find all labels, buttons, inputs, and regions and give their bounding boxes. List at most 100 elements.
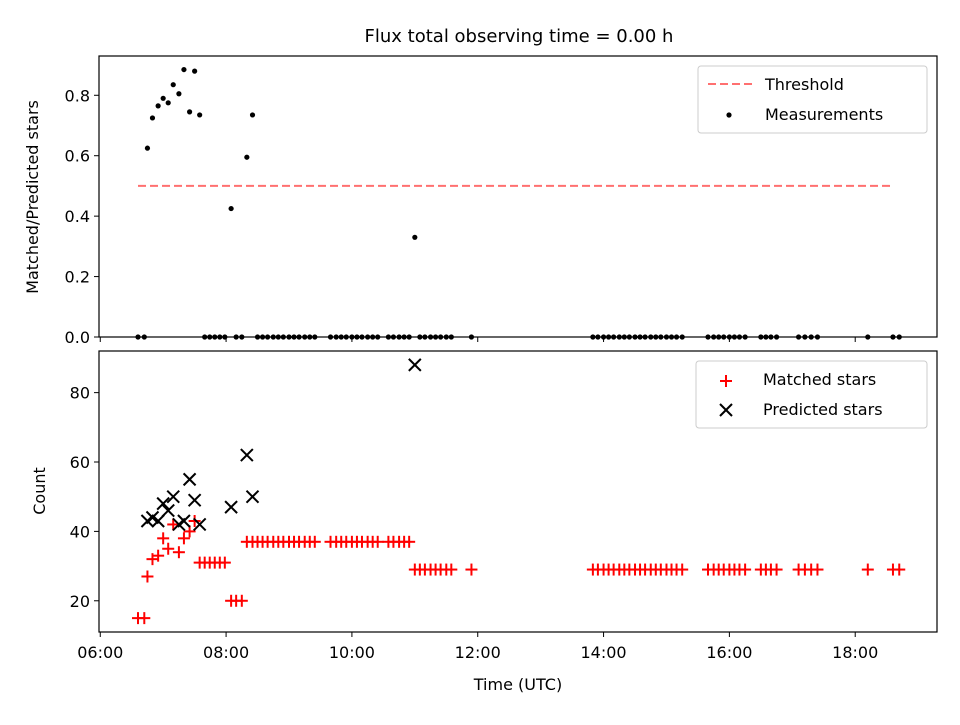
matched-point: [138, 612, 151, 625]
measurement-point: [605, 334, 612, 340]
predicted-point: [156, 496, 170, 511]
time-x-axis-label: Time (UTC): [473, 675, 562, 694]
measurement-point: [222, 334, 228, 340]
measurement-point: [896, 334, 902, 340]
measurement-point: [814, 334, 821, 340]
measurement-point: [448, 334, 454, 340]
measurement-point: [432, 334, 439, 340]
measurement-point: [338, 334, 344, 340]
predicted-point: [240, 448, 254, 462]
measurement-point: [412, 234, 418, 240]
measurement-point: [160, 95, 166, 101]
matched-point: [167, 518, 180, 531]
measurement-point: [186, 109, 193, 115]
matched-point: [465, 563, 478, 576]
count-legend-box: [695, 360, 928, 429]
measurement-point: [296, 334, 302, 340]
ratio-ytick-label: 0.2: [65, 268, 90, 287]
measurement-point: [270, 334, 276, 340]
measurement-point: [354, 334, 360, 340]
ratio-ytick-label: 0.0: [65, 328, 90, 347]
measurement-point: [202, 334, 208, 340]
matched-point: [403, 535, 416, 548]
measurement-point: [333, 334, 339, 340]
measurement-point: [370, 334, 376, 340]
matched-point: [811, 563, 824, 576]
measurement-point: [207, 334, 213, 340]
count-y-axis-label: Count: [30, 467, 49, 515]
measurement-point: [422, 334, 428, 340]
measurement-point: [170, 82, 176, 88]
measurement-point: [327, 334, 334, 340]
measurement-point: [343, 334, 349, 340]
measurement-point: [406, 334, 412, 340]
measurement-point: [165, 100, 171, 106]
predicted-point: [187, 493, 202, 507]
measurement-point: [396, 334, 402, 340]
measurement-point: [795, 334, 802, 340]
measurement-point: [149, 115, 156, 121]
measurement-point: [758, 334, 764, 340]
measurement-point: [417, 334, 423, 340]
measurement-point: [401, 334, 407, 340]
measurement-point: [721, 334, 727, 340]
count-xtick-label: 16:00: [706, 643, 752, 662]
measurement-point: [658, 334, 664, 340]
measurement-point: [302, 334, 308, 340]
measurement-point: [590, 334, 596, 340]
count-xtick-label: 08:00: [203, 643, 249, 662]
measurement-point: [716, 334, 722, 340]
measurement-point: [773, 334, 780, 340]
count-ytick-label: 20: [70, 592, 90, 611]
predicted-point: [166, 489, 180, 504]
predicted-point: [151, 514, 165, 528]
measurement-point: [135, 334, 141, 340]
measurement-point: [192, 68, 198, 74]
ratio-ytick-label: 0.6: [65, 147, 90, 166]
measurement-point: [233, 334, 239, 340]
predicted-point: [408, 358, 422, 372]
matched-point: [152, 549, 165, 562]
matched-point: [218, 556, 231, 569]
measurement-point: [648, 334, 654, 340]
measurement-point: [726, 334, 732, 340]
predicted-point: [192, 517, 207, 532]
measurement-point: [673, 334, 680, 340]
measurement-point: [890, 334, 896, 340]
predicted-series: [140, 358, 422, 532]
predicted-legend-swatch: [719, 403, 733, 417]
measurement-point: [621, 334, 627, 340]
measurement-point: [616, 334, 622, 340]
measurement-point: [176, 91, 182, 97]
matched-series: [132, 514, 906, 625]
matched-point: [141, 570, 154, 583]
count-legend: Matched stars Predicted stars: [695, 360, 928, 429]
matched-point: [861, 563, 874, 576]
ratio-subplot: 0.00.20.40.60.8 Matched/Predicted stars …: [23, 55, 938, 347]
threshold-legend-label: Threshold: [764, 75, 844, 94]
measurement-point: [239, 334, 245, 340]
measurement-point: [265, 334, 271, 340]
count-xtick-label: 18:00: [832, 643, 878, 662]
count-x-ticks: 06:00 08:00 10:00 12:00 14:00 16:00 18:00: [77, 632, 878, 662]
measurement-point: [228, 205, 234, 212]
matched-point: [177, 532, 190, 545]
measurement-point: [286, 334, 292, 340]
chart-title: Flux total observing time = 0.00 h: [365, 26, 674, 47]
count-xtick-label: 12:00: [455, 643, 501, 662]
measurement-point: [468, 334, 475, 340]
count-ytick-label: 80: [70, 384, 90, 403]
measurement-point: [390, 334, 397, 340]
measurements-legend-label: Measurements: [765, 105, 883, 124]
matched-point: [445, 563, 458, 576]
measurement-point: [653, 334, 659, 340]
ratio-plot-frame: [98, 55, 938, 338]
matched-point: [676, 563, 689, 576]
measurement-point: [626, 334, 632, 340]
count-ytick-label: 40: [70, 522, 90, 541]
measurement-point: [144, 145, 151, 151]
measurement-point: [595, 334, 601, 340]
measurement-series: [135, 66, 902, 340]
measurement-point: [632, 334, 638, 340]
